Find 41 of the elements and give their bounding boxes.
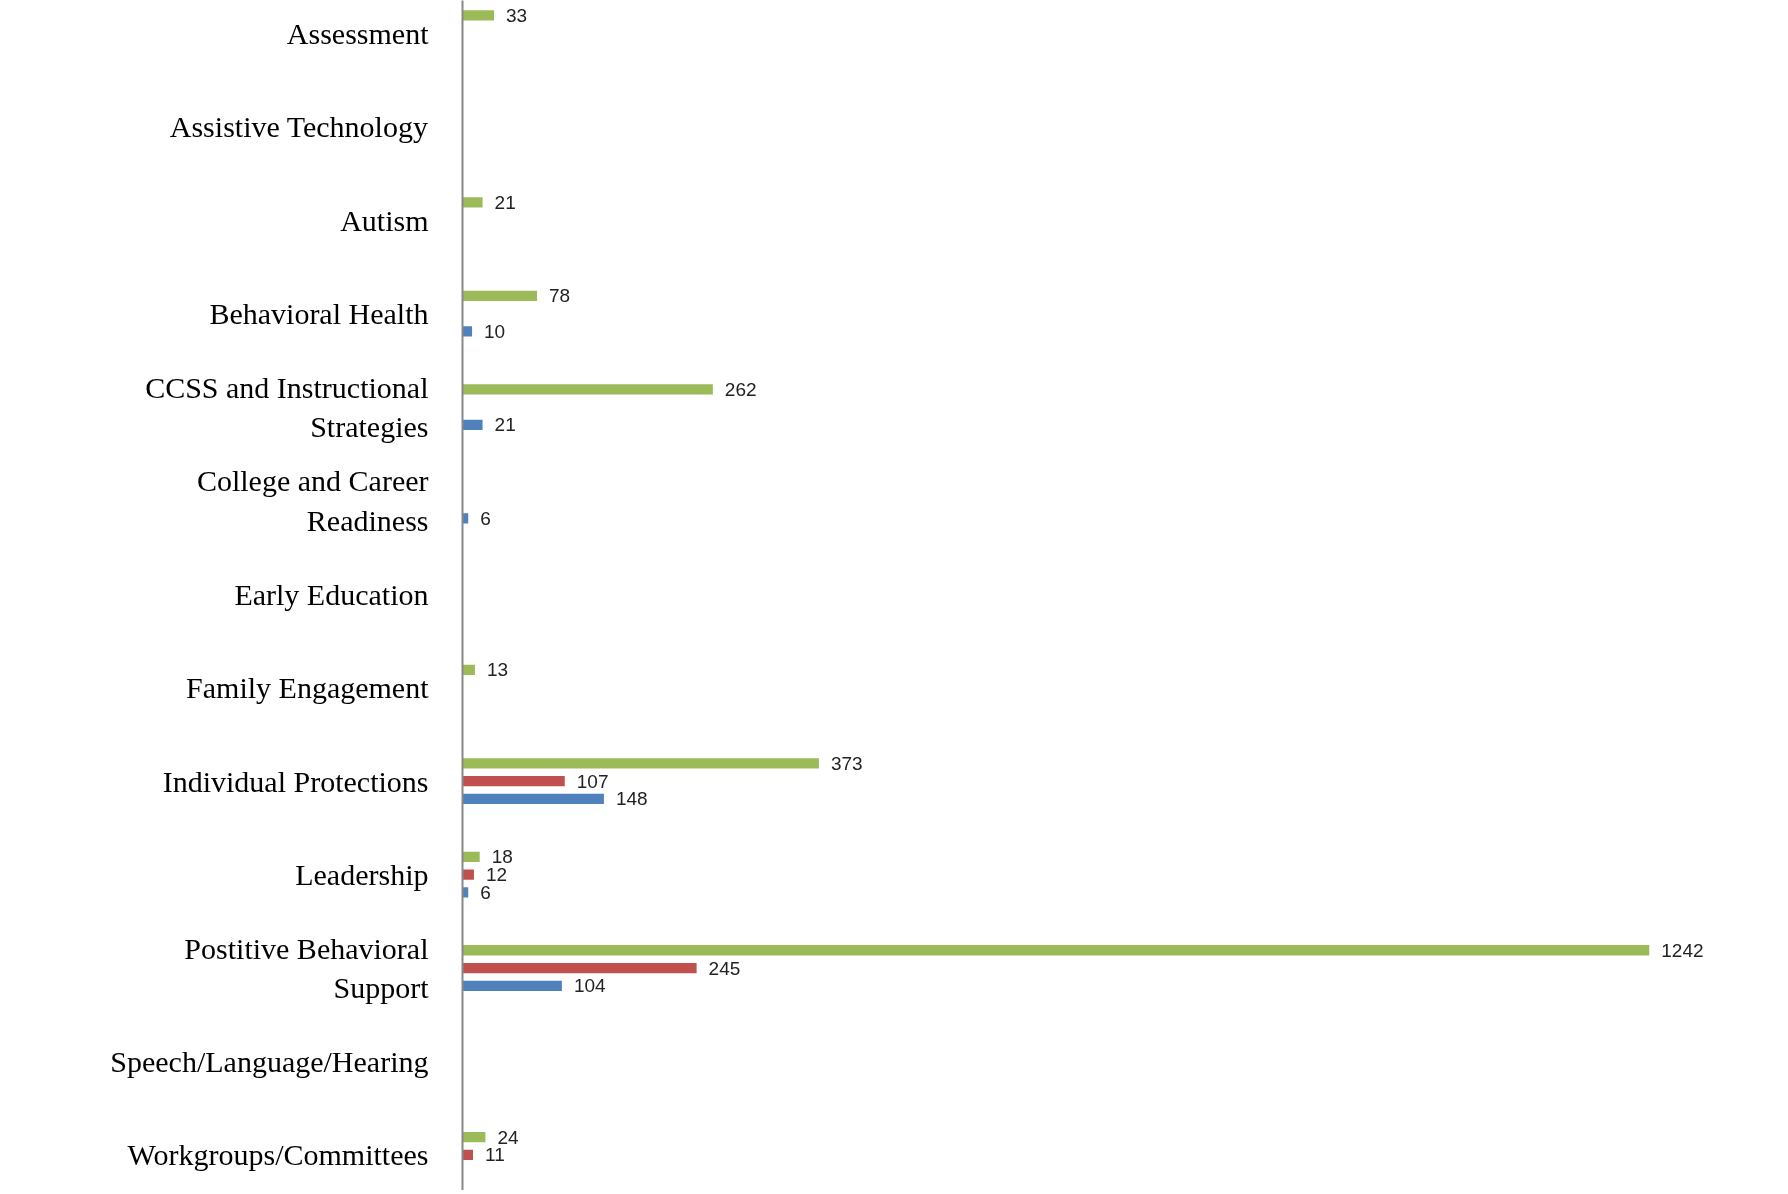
bar (462, 980, 562, 991)
y-tick-label: Assessment (286, 16, 430, 50)
y-tick-label: Workgroups/Committees (127, 1138, 429, 1172)
y-tick-label: College and Career Readiness (196, 464, 429, 537)
bar (462, 962, 697, 974)
y-tick-label: Family Engagement (186, 671, 430, 705)
bar (462, 290, 538, 302)
y-tick-label: Leadership (295, 858, 429, 892)
bar (462, 326, 473, 337)
bar (462, 10, 495, 21)
bar (462, 869, 474, 880)
data-label: 104 (573, 975, 607, 997)
data-label: 262 (724, 378, 757, 400)
data-label: 245 (708, 957, 741, 979)
bar (462, 775, 565, 787)
data-label: 10 (484, 320, 506, 342)
y-tick-label: Autism (340, 203, 429, 237)
bar (462, 419, 483, 431)
data-label: 148 (615, 788, 648, 810)
bar (462, 793, 604, 804)
data-label: 6 (480, 507, 491, 529)
y-tick-label: Early Education (234, 577, 429, 611)
bar (462, 758, 819, 769)
data-label: 13 (486, 659, 509, 681)
bar (462, 384, 713, 395)
y-tick-label: Postitive Behavioral Support (184, 931, 430, 1005)
data-label: 107 (576, 770, 609, 792)
y-tick-label: Individual Protections (162, 764, 429, 798)
data-label: 33 (506, 4, 528, 26)
data-label: 21 (494, 414, 516, 436)
y-tick-label: CCSS and Instructional Strategies (145, 370, 429, 444)
bar (462, 197, 483, 208)
bar (462, 945, 1650, 956)
data-label: 1242 (1661, 939, 1704, 961)
data-label: 21 (494, 191, 516, 213)
data-label: 78 (549, 285, 571, 307)
y-tick-label: Assistive Technology (169, 110, 428, 144)
bar (462, 851, 480, 862)
y-tick-label: Behavioral Health (209, 297, 429, 331)
data-label: 373 (830, 752, 863, 774)
y-tick-label: Speech/Language/Hearing (110, 1045, 429, 1078)
